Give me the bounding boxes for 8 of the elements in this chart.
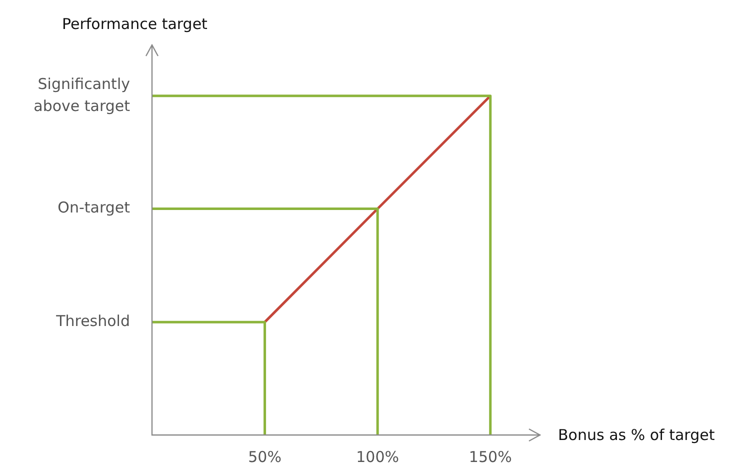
x-axis-title: Bonus as % of target [558, 426, 715, 444]
series-label: Threshold [55, 312, 130, 330]
series-label: Significantly above target [34, 74, 130, 115]
x-tick-label: 150% [468, 448, 512, 466]
y-axis-title: Performance target [62, 15, 208, 33]
x-tick-label: 100% [356, 448, 400, 466]
x-tick-label: 50% [248, 448, 282, 466]
series-label: On-target [58, 198, 130, 217]
